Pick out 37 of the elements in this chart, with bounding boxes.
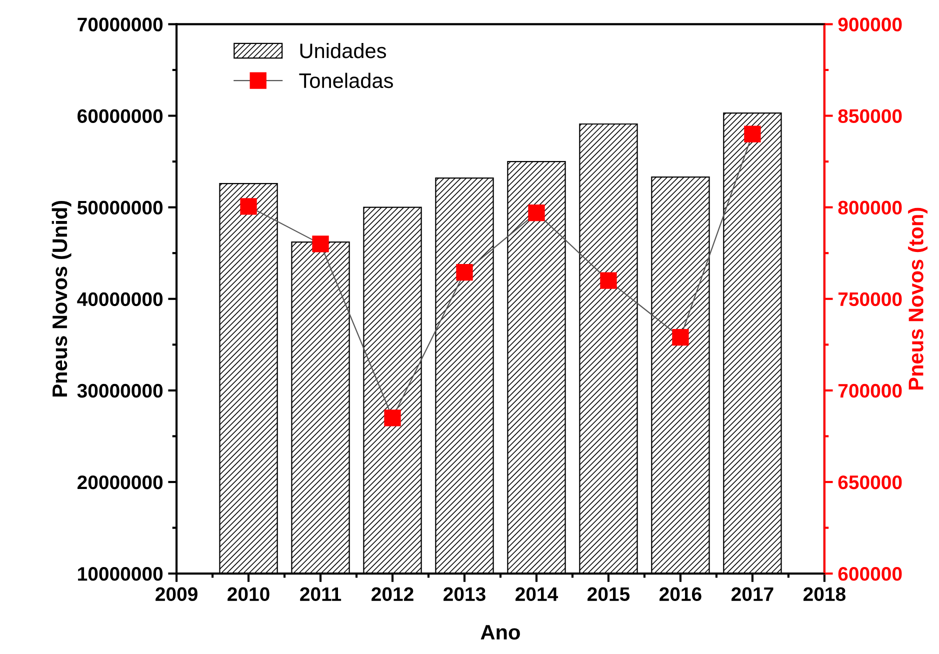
point xyxy=(528,204,545,222)
y-tick-label: 40000000 xyxy=(77,292,163,306)
y2-tick-label: 750000 xyxy=(838,292,902,306)
y-axis-title: Pneus Novos (Unid) xyxy=(52,200,72,396)
x-tick-label: 2017 xyxy=(732,587,774,602)
x-axis-title: Ano xyxy=(480,625,520,640)
x-tick-label: 2011 xyxy=(300,587,342,602)
y2-tick-label: 650000 xyxy=(838,475,902,490)
y-tick-label: 20000000 xyxy=(78,475,163,490)
point xyxy=(456,264,473,281)
y2-tick-label: 600000 xyxy=(838,567,902,581)
x-tick-label: 2014 xyxy=(516,587,558,602)
y-tick-label: 10000000 xyxy=(78,567,163,581)
y2-axis-title: Pneus Novos (ton) xyxy=(908,208,928,390)
y-tick-label: 50000000 xyxy=(77,200,163,215)
point xyxy=(312,236,329,252)
y2-tick-label: 850000 xyxy=(838,109,902,123)
point xyxy=(744,126,761,142)
x-tick-label: 2010 xyxy=(228,587,270,602)
y2-tick-label: 800000 xyxy=(838,200,902,215)
y2-tick-label: 900000 xyxy=(838,18,902,32)
legend-label: Toneladas xyxy=(299,72,393,88)
y-tick-label: 70000000 xyxy=(78,18,163,32)
x-tick-label: 2013 xyxy=(444,587,486,602)
y-tick-label: 30000000 xyxy=(77,384,163,398)
x-tick-label: 2015 xyxy=(588,587,630,602)
x-tick-label: 2009 xyxy=(156,587,198,602)
x-tick-label: 2018 xyxy=(803,587,846,602)
legend-label: Unidades xyxy=(300,42,386,58)
point xyxy=(384,410,401,426)
y-tick-label: 60000000 xyxy=(78,109,163,123)
x-tick-label: 2012 xyxy=(372,587,414,602)
y2-tick-label: 700000 xyxy=(838,384,902,398)
x-tick-label: 2016 xyxy=(660,587,702,602)
point xyxy=(672,329,689,346)
point xyxy=(240,198,257,215)
point xyxy=(600,272,617,289)
